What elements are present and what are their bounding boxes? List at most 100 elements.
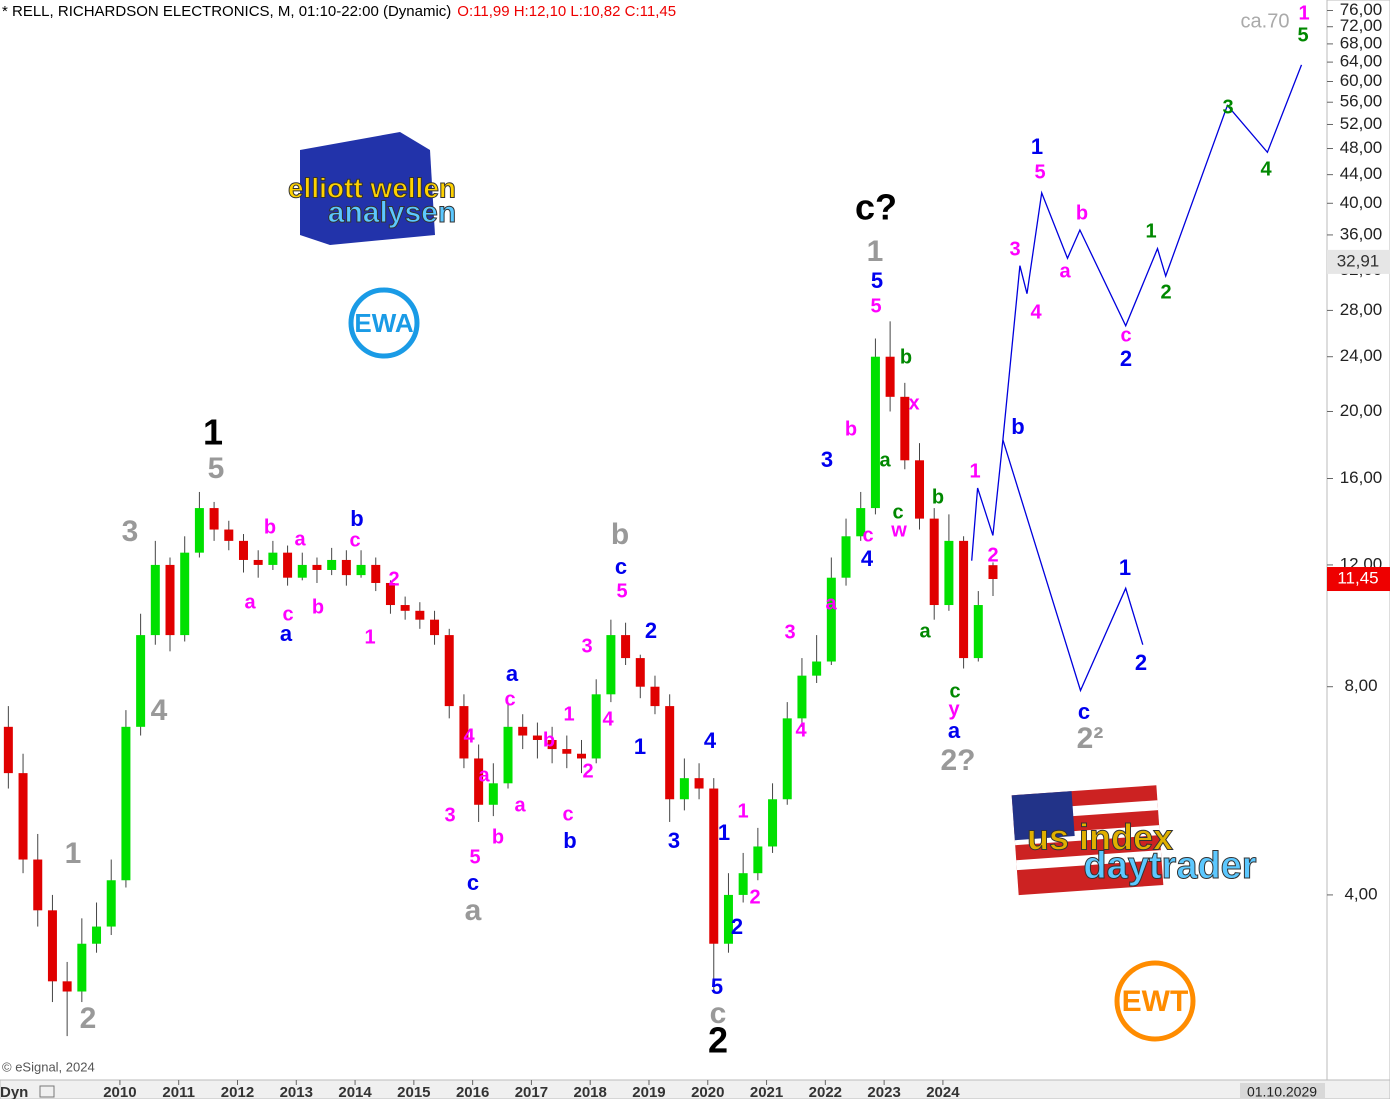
y-tick-label: 44,00 bbox=[1340, 164, 1383, 183]
x-tick-label: 2017 bbox=[515, 1084, 548, 1099]
wave-label: c bbox=[282, 603, 293, 625]
candle-body bbox=[444, 635, 454, 707]
wave-label: ca.70 bbox=[1241, 10, 1290, 32]
wave-label: b bbox=[611, 518, 629, 551]
candle-body bbox=[385, 582, 395, 606]
wave-label: 5 bbox=[711, 974, 723, 999]
projection-line bbox=[1002, 439, 1144, 693]
candle-body bbox=[929, 518, 939, 606]
candle-body bbox=[606, 635, 616, 695]
wave-label: x bbox=[908, 392, 919, 414]
candle-body bbox=[576, 753, 586, 759]
wave-label: a bbox=[506, 661, 519, 686]
candle-body bbox=[915, 460, 925, 519]
wave-label: a bbox=[1059, 260, 1071, 282]
wave-label: c bbox=[892, 501, 903, 523]
candle-body bbox=[738, 873, 748, 895]
candle-body bbox=[547, 739, 557, 750]
candle-body bbox=[297, 564, 307, 578]
candle-body bbox=[474, 758, 484, 805]
wave-label: b bbox=[492, 826, 504, 848]
wave-label: 3 bbox=[1009, 238, 1020, 260]
y-tick-label: 16,00 bbox=[1340, 468, 1383, 487]
x-tick-label: 2024 bbox=[926, 1084, 960, 1099]
candle-body bbox=[106, 880, 116, 927]
wave-label: 5 bbox=[616, 580, 627, 602]
candle-body bbox=[679, 778, 689, 800]
candle-body bbox=[885, 356, 895, 397]
wave-label: c bbox=[862, 524, 873, 546]
wave-label: b bbox=[932, 486, 944, 508]
y-tick-label: 36,00 bbox=[1340, 224, 1383, 243]
wave-label: 4 bbox=[602, 708, 614, 730]
wave-label: 2 bbox=[708, 1020, 728, 1061]
candle-body bbox=[621, 635, 631, 659]
candle-body bbox=[841, 536, 851, 578]
wave-label: 5 bbox=[1297, 24, 1308, 46]
wave-label: 1 bbox=[1119, 555, 1131, 580]
wave-label: 2? bbox=[940, 744, 975, 777]
candle-body bbox=[459, 706, 469, 759]
candle-body bbox=[312, 564, 322, 570]
candle-body bbox=[415, 610, 425, 620]
y-tick-label: 72,00 bbox=[1340, 16, 1383, 35]
candle-body bbox=[209, 508, 219, 530]
y-tick-label: 52,00 bbox=[1340, 114, 1383, 133]
wave-label: 3 bbox=[821, 447, 833, 472]
candle-body bbox=[268, 552, 278, 565]
logo-text: elliott wellen bbox=[288, 172, 456, 203]
price-tag bbox=[1327, 567, 1390, 592]
candle-body bbox=[591, 694, 601, 759]
y-tick-label: 60,00 bbox=[1340, 71, 1383, 90]
projection-line bbox=[971, 64, 1303, 561]
wave-label: 1 bbox=[203, 412, 223, 453]
wave-label: a bbox=[244, 591, 256, 613]
wave-label: a bbox=[465, 894, 482, 927]
wave-label: 4 bbox=[704, 728, 717, 753]
candle-body bbox=[900, 396, 910, 461]
price-tag-label: 32,91 bbox=[1337, 251, 1380, 270]
wave-label: 1 bbox=[634, 734, 646, 759]
wave-label: 2 bbox=[1120, 346, 1132, 371]
price-axis bbox=[1326, 0, 1390, 1081]
candle-body bbox=[430, 619, 440, 636]
candle-body bbox=[253, 559, 263, 565]
candle-body bbox=[797, 675, 807, 719]
wave-label: 5 bbox=[870, 295, 881, 317]
wave-label: 1 bbox=[364, 626, 375, 648]
candle-body bbox=[400, 605, 410, 611]
wave-label: a bbox=[280, 621, 293, 646]
wave-label: c bbox=[949, 680, 960, 702]
wave-label: c bbox=[467, 870, 479, 895]
candle-body bbox=[694, 778, 704, 789]
wave-label: 3 bbox=[122, 515, 139, 548]
wave-label: 4 bbox=[861, 546, 874, 571]
x-tick-label: 2021 bbox=[750, 1084, 783, 1099]
y-tick-label: 56,00 bbox=[1340, 92, 1383, 111]
candle-body bbox=[62, 981, 72, 992]
wave-label: a bbox=[825, 592, 837, 614]
candle-body bbox=[518, 726, 528, 736]
time-axis bbox=[0, 1079, 1390, 1099]
candle-body bbox=[3, 726, 13, 774]
wave-label: 4 bbox=[151, 694, 168, 727]
candle-body bbox=[238, 540, 248, 560]
wave-label: c bbox=[615, 554, 627, 579]
wave-label: 2² bbox=[1077, 722, 1104, 755]
candle-body bbox=[47, 910, 57, 982]
candle-body bbox=[180, 552, 190, 636]
x-tick-label: 2014 bbox=[338, 1084, 372, 1099]
candle-body bbox=[782, 718, 792, 800]
candle-body bbox=[327, 559, 337, 570]
wave-label: 1 bbox=[1031, 134, 1043, 159]
candle-body bbox=[709, 788, 719, 944]
wave-label: a bbox=[478, 764, 490, 786]
candle-body bbox=[283, 552, 293, 578]
candle-body bbox=[812, 661, 822, 676]
wave-label: 2 bbox=[388, 568, 399, 590]
candle-body bbox=[18, 773, 28, 860]
y-tick-label: 64,00 bbox=[1340, 52, 1383, 71]
